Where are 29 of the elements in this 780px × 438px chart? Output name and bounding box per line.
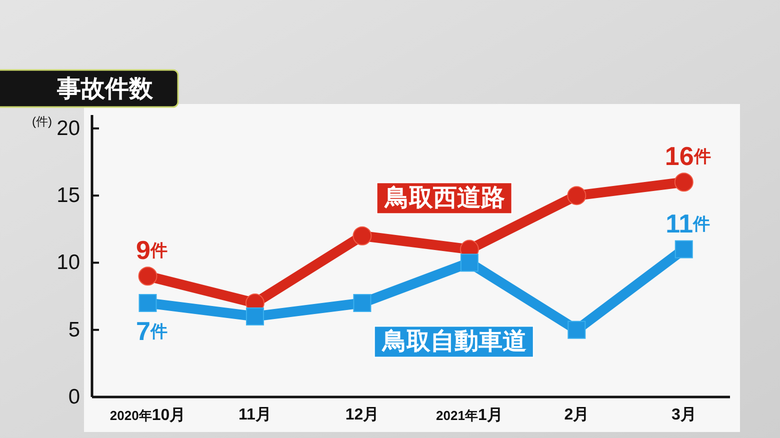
data-label: 7件 xyxy=(136,316,168,346)
point xyxy=(246,307,264,326)
point xyxy=(567,186,586,206)
x-tick-label: 2020年10月 xyxy=(110,406,186,424)
point xyxy=(138,294,157,312)
data-label: 16件 xyxy=(664,141,711,172)
data-label: 9件 xyxy=(136,235,168,266)
y-tick-label: 5 xyxy=(68,318,80,342)
data-label: 11件 xyxy=(666,208,710,238)
point xyxy=(138,266,158,286)
x-tick-label: 12月 xyxy=(345,406,380,424)
y-tick-label: 20 xyxy=(56,116,80,140)
y-axis-title: (件) xyxy=(32,114,52,128)
chart-title: 事故件数 xyxy=(56,76,154,102)
point xyxy=(352,226,372,246)
series-label: 鳥取自動車道 xyxy=(381,328,526,356)
x-tick-label: 2021年1月 xyxy=(436,406,503,424)
series-label: 鳥取西道路 xyxy=(384,184,505,212)
y-tick-label: 15 xyxy=(56,184,80,208)
x-tick-label: 11月 xyxy=(238,406,272,424)
point xyxy=(568,320,586,339)
x-tick-label: 3月 xyxy=(671,406,696,424)
point xyxy=(460,254,478,272)
point xyxy=(674,172,694,192)
y-tick-label: 0 xyxy=(68,386,80,408)
point xyxy=(674,240,693,258)
y-tick-label: 10 xyxy=(56,251,80,274)
x-tick-label: 2月 xyxy=(564,406,590,424)
point xyxy=(353,294,372,312)
